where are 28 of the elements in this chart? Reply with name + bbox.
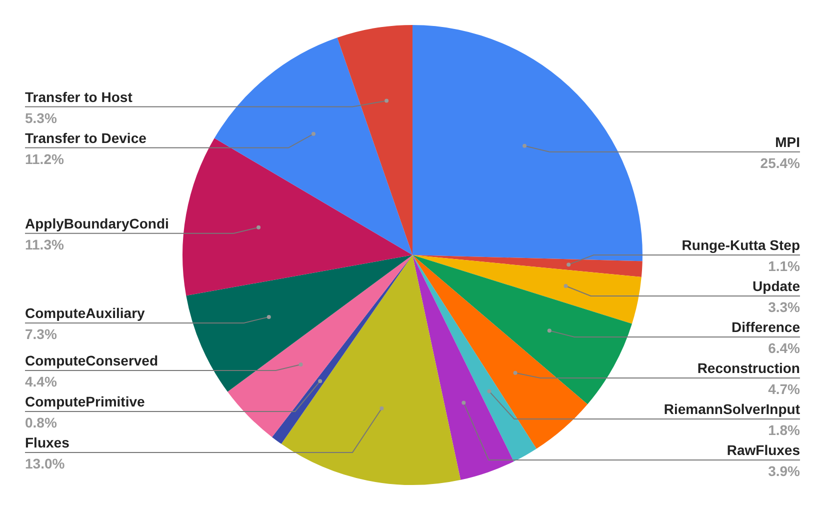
data-label: 3.3% xyxy=(768,299,801,315)
data-label: 25.4% xyxy=(760,154,801,171)
slice-label: ComputeConserved xyxy=(25,352,158,368)
data-label: 11.3% xyxy=(25,236,64,252)
slice-label: Reconstruction xyxy=(697,360,800,376)
slice-label: Transfer to Device xyxy=(25,130,147,146)
data-label: 11.2% xyxy=(25,150,64,167)
slice-label: ComputePrimitive xyxy=(25,393,146,410)
slice-label: ApplyBoundaryCondi xyxy=(25,215,169,232)
slice-label: Transfer to Host xyxy=(25,88,133,105)
slice-label: Update xyxy=(752,278,800,294)
slice-label: MPI xyxy=(775,134,800,150)
slice-label: Fluxes xyxy=(25,434,70,450)
data-label: 3.9% xyxy=(768,463,801,479)
data-label: 6.4% xyxy=(768,340,801,356)
data-label: 7.3% xyxy=(25,326,58,342)
slice-label: Difference xyxy=(732,319,800,335)
data-label: 4.7% xyxy=(768,381,801,397)
data-label: 0.8% xyxy=(25,414,58,430)
slice-label: RiemannSolverInput xyxy=(664,401,800,417)
data-label: 13.0% xyxy=(25,455,66,472)
slice-label: RawFluxes xyxy=(726,442,800,458)
data-label: 4.4% xyxy=(25,373,58,390)
data-label: 1.8% xyxy=(768,422,801,438)
slice-label: ComputeAuxiliary xyxy=(25,304,146,321)
data-label: 1.1% xyxy=(768,258,801,274)
data-label: 5.3% xyxy=(25,110,58,126)
slice-label: Runge-Kutta Step xyxy=(682,237,800,253)
